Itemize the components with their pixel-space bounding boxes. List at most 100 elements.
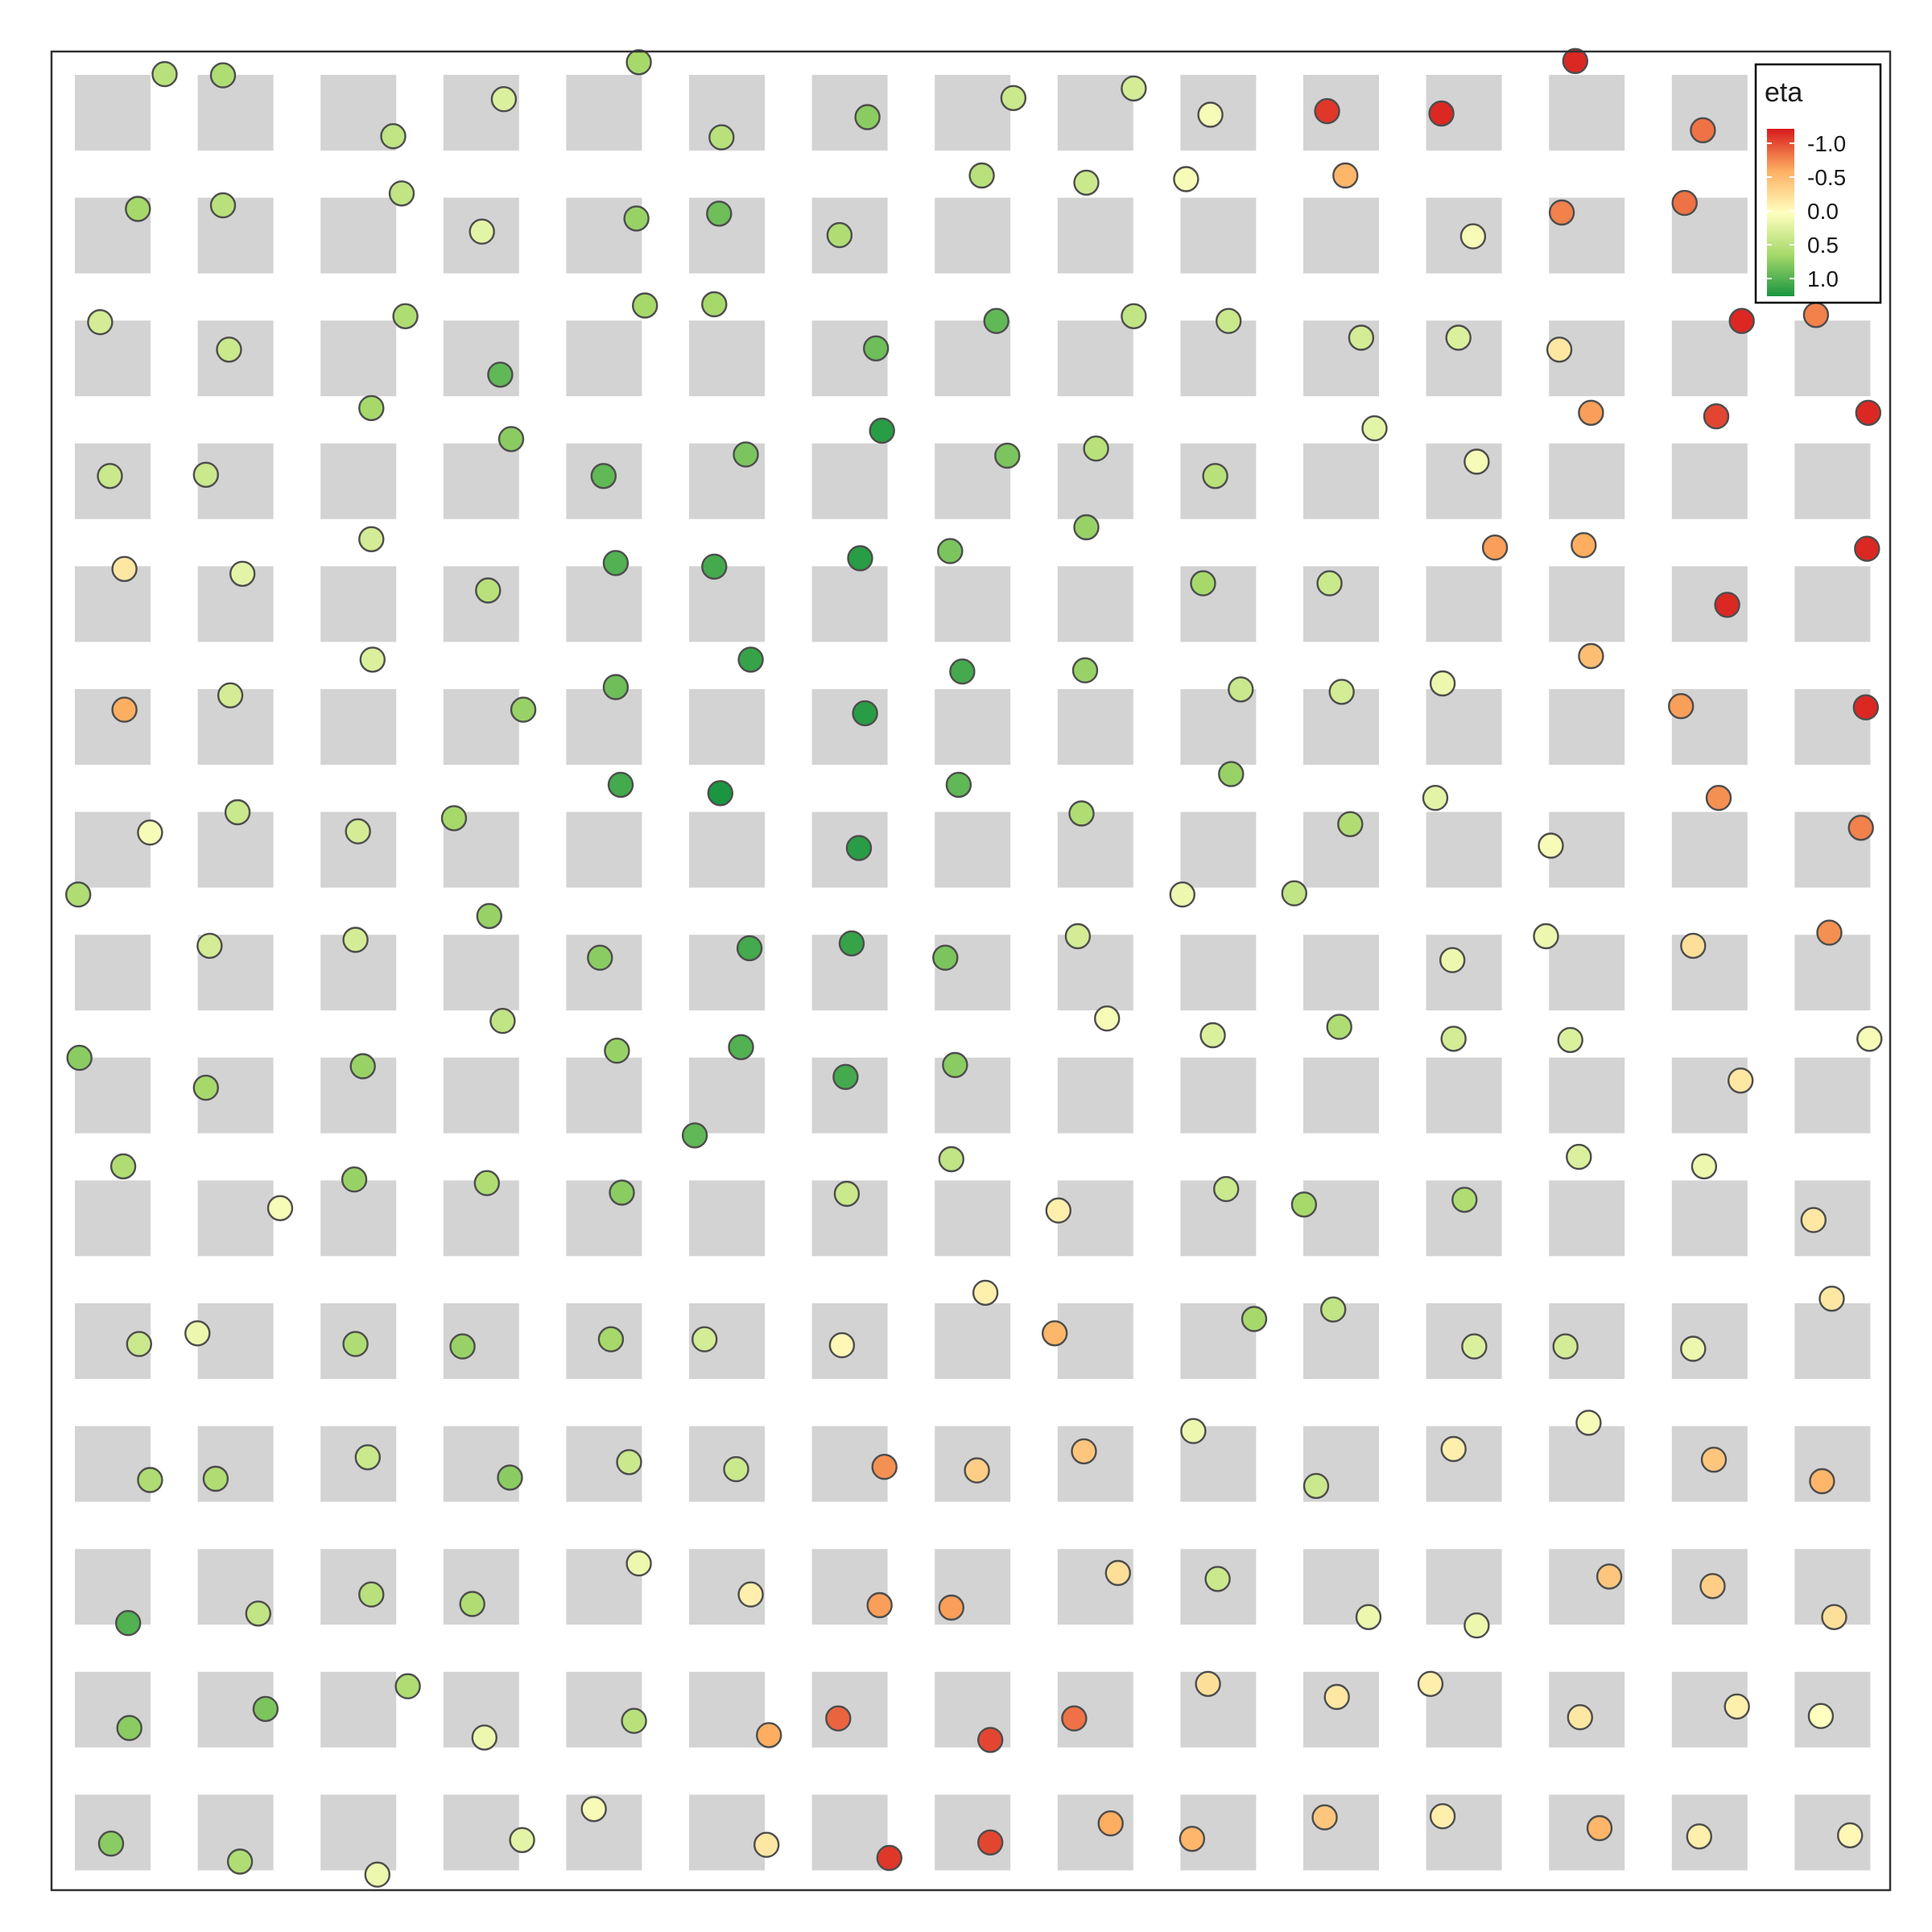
data-point [380,122,407,150]
data-point [1699,1573,1726,1600]
data-point [728,1034,754,1061]
grid-tile [75,566,151,642]
data-point [497,1464,523,1491]
data-point [1856,1026,1883,1052]
grid-tile [1303,1180,1379,1257]
grid-tile [320,689,397,765]
data-point [590,463,617,489]
legend-colorbar [1767,129,1794,296]
grid-tile [566,811,642,888]
grid-tile [1549,1794,1625,1871]
data-point [723,1455,749,1483]
data-point [602,550,630,576]
data-point [994,442,1021,469]
data-point [708,124,735,151]
grid-tile [320,197,397,274]
data-point [1422,785,1449,811]
data-point [192,461,220,488]
data-point [209,192,237,219]
grid-tile [75,1426,151,1502]
data-point [1212,1175,1240,1203]
data-point [1104,1559,1132,1587]
data-point [1045,1197,1072,1224]
grid-tile [1057,1549,1133,1625]
grid-tile [1180,320,1257,397]
grid-tile [443,443,519,519]
data-point [1121,303,1147,329]
data-point [1855,399,1882,426]
data-point [459,1591,485,1617]
data-point [1728,308,1755,334]
data-point [1355,1604,1382,1631]
grid-tile [1057,935,1133,1011]
grid-tile [811,566,888,642]
data-point [489,1007,516,1034]
legend-tick-label: 0.5 [1807,233,1839,258]
data-point [1690,117,1716,144]
data-point [184,1320,211,1347]
data-point [736,935,763,962]
data-point [1328,679,1355,705]
data-point [1071,657,1099,683]
data-point [1348,324,1375,351]
data-points [64,47,1883,1888]
grid-tile [811,1794,888,1871]
grid-tile [566,1057,642,1133]
grid-tile [1794,1303,1871,1379]
grid-tile [75,1180,151,1257]
data-point [852,700,878,727]
legend-tick-label: 0.0 [1807,199,1839,224]
grid-tile [689,811,765,888]
data-point [1215,308,1242,334]
data-point [111,696,138,723]
data-point [1703,403,1730,430]
data-point [196,932,223,960]
data-point [1332,162,1359,189]
data-point [1361,415,1388,442]
data-point [97,463,123,489]
data-point [1073,169,1100,196]
grid-tile [1180,811,1257,888]
data-point [756,1722,782,1748]
data-point [358,394,385,422]
grid-tile [1794,1057,1871,1133]
data-point [137,1467,163,1493]
grid-tile [689,566,765,642]
data-point [1578,399,1604,426]
grid-tile [935,1180,1011,1257]
data-point [224,799,251,826]
data-point [1461,1333,1488,1360]
data-point [1323,1683,1350,1711]
data-point [1445,324,1472,351]
data-point [394,1673,421,1699]
data-point [681,1122,708,1149]
data-point [753,1831,780,1858]
grid-tile [1794,566,1871,642]
grid-tile [811,443,888,519]
grid-tile [1057,566,1133,642]
grid-tile [1549,1180,1625,1257]
data-point [1428,100,1455,127]
grid-tile [197,1303,274,1379]
data-point [1807,1703,1835,1729]
data-point [1173,166,1199,192]
data-point [1802,302,1830,328]
data-point [1190,570,1216,597]
grid-tile [75,1549,151,1625]
grid-tile [75,689,151,765]
grid-tile [1057,1180,1133,1257]
data-point [440,805,468,832]
grid-tile [1057,320,1133,397]
data-point [1671,189,1698,217]
data-point [1169,881,1196,908]
data-point [1680,1335,1707,1362]
data-point [1705,785,1732,811]
data-point [97,1830,125,1857]
data-point [345,818,371,844]
grid-tile [1549,443,1625,519]
legend-ticks: -1.0 -0.5 0.0 0.5 1.0 [1767,131,1846,291]
data-point [125,196,151,222]
data-point [490,85,518,113]
data-point [1218,761,1245,787]
grid-tile [1057,1794,1133,1871]
